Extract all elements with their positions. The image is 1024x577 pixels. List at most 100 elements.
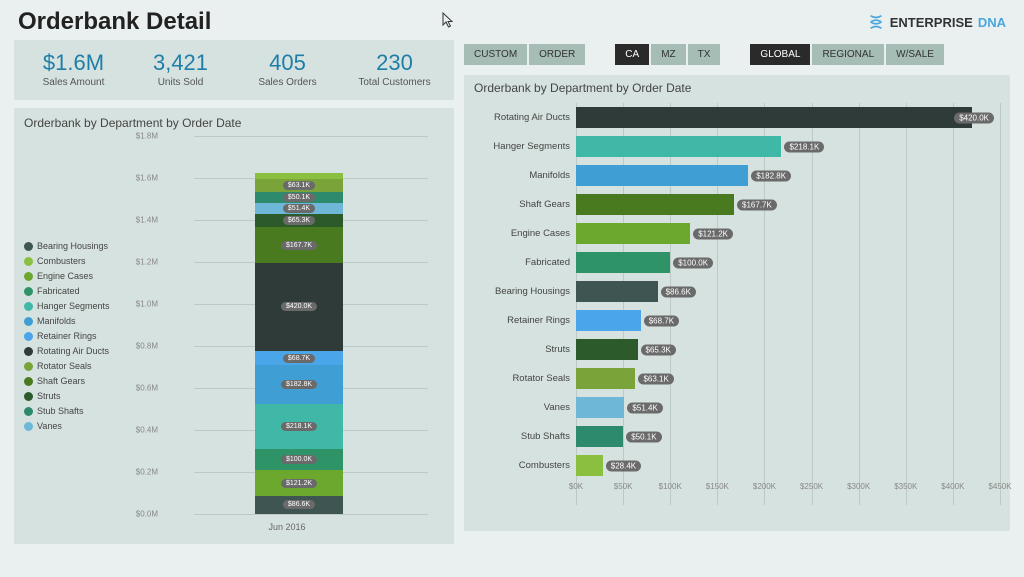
hbar-row[interactable]: Stub Shafts$50.1K — [474, 422, 1000, 451]
filter-button-mz[interactable]: MZ — [651, 44, 685, 65]
legend-item[interactable]: Vanes — [24, 421, 126, 431]
segment-label: $182.8K — [281, 380, 317, 389]
kpi-label: Units Sold — [127, 77, 234, 88]
bar-segment[interactable]: $50.1K — [255, 192, 343, 203]
kpi-value: 3,421 — [127, 50, 234, 76]
y-tick-label: $1.0M — [136, 300, 158, 309]
y-tick-label: $0.2M — [136, 468, 158, 477]
hbar-row[interactable]: Manifolds$182.8K — [474, 161, 1000, 190]
x-tick-label: $250K — [800, 482, 823, 491]
bar-segment[interactable]: $182.8K — [255, 365, 343, 403]
bar-segment[interactable]: $63.1K — [255, 179, 343, 192]
filter-button-regional[interactable]: REGIONAL — [812, 44, 884, 65]
legend-item[interactable]: Rotating Air Ducts — [24, 346, 126, 356]
hbar-row[interactable]: Combusters$28.4K — [474, 451, 1000, 480]
hbar-fill[interactable] — [576, 339, 638, 360]
segment-label: $100.0K — [281, 455, 317, 464]
hbar-track: $100.0K — [576, 252, 1000, 273]
filter-button-order[interactable]: ORDER — [529, 44, 585, 65]
legend-item[interactable]: Fabricated — [24, 286, 126, 296]
x-axis: $0K$50K$100K$150K$200K$250K$300K$350K$40… — [576, 482, 1000, 496]
filter-group: CAMZTX — [615, 44, 720, 65]
hbar-fill[interactable] — [576, 368, 635, 389]
hbar-fill[interactable] — [576, 426, 623, 447]
hbar-label: Rotating Air Ducts — [474, 112, 576, 123]
legend-item[interactable]: Bearing Housings — [24, 241, 126, 251]
legend-item[interactable]: Struts — [24, 391, 126, 401]
x-tick-label: $150K — [706, 482, 729, 491]
bar-segment[interactable]: $167.7K — [255, 227, 343, 262]
kpi-card: $1.6MSales Amount — [20, 50, 127, 88]
legend-item[interactable]: Retainer Rings — [24, 331, 126, 341]
legend-label: Hanger Segments — [37, 301, 110, 311]
hbar-row[interactable]: Vanes$51.4K — [474, 393, 1000, 422]
filter-button-global[interactable]: GLOBAL — [750, 44, 810, 65]
hbar-fill[interactable] — [576, 281, 658, 302]
legend-item[interactable]: Combusters — [24, 256, 126, 266]
legend-item[interactable]: Engine Cases — [24, 271, 126, 281]
legend-item[interactable]: Hanger Segments — [24, 301, 126, 311]
x-tick-label: $450K — [988, 482, 1011, 491]
hbar-row[interactable]: Rotator Seals$63.1K — [474, 364, 1000, 393]
hbar-label: Shaft Gears — [474, 199, 576, 210]
hbar-fill[interactable] — [576, 310, 641, 331]
hbar-fill[interactable] — [576, 223, 690, 244]
hbar-row[interactable]: Shaft Gears$167.7K — [474, 190, 1000, 219]
hbar-fill[interactable] — [576, 107, 972, 128]
hbar-row[interactable]: Struts$65.3K — [474, 335, 1000, 364]
bar-segment[interactable]: $121.2K — [255, 470, 343, 495]
legend-swatch — [24, 347, 33, 356]
hbar-label: Rotator Seals — [474, 373, 576, 384]
bar-segment[interactable]: $86.6K — [255, 496, 343, 514]
bar-segment[interactable]: $65.3K — [255, 214, 343, 228]
legend-item[interactable]: Manifolds — [24, 316, 126, 326]
hbar-fill[interactable] — [576, 194, 734, 215]
segment-label: $420.0K — [281, 302, 317, 311]
legend-label: Manifolds — [37, 316, 76, 326]
hbar-label: Combusters — [474, 460, 576, 471]
kpi-value: 230 — [341, 50, 448, 76]
hbar-fill[interactable] — [576, 136, 781, 157]
hbar-row[interactable]: Retainer Rings$68.7K — [474, 306, 1000, 335]
kpi-card: 3,421Units Sold — [127, 50, 234, 88]
kpi-label: Sales Amount — [20, 77, 127, 88]
legend-item[interactable]: Rotator Seals — [24, 361, 126, 371]
hbar-row[interactable]: Rotating Air Ducts $420.0K — [474, 103, 1000, 132]
bar-segment[interactable]: $218.1K — [255, 404, 343, 450]
bar-segment[interactable]: $420.0K — [255, 263, 343, 351]
filter-button-custom[interactable]: CUSTOM — [464, 44, 527, 65]
hbar-row[interactable]: Engine Cases$121.2K — [474, 219, 1000, 248]
y-tick-label: $0.0M — [136, 510, 158, 519]
bar-segment[interactable]: $51.4K — [255, 203, 343, 214]
hbar-row[interactable]: Hanger Segments$218.1K — [474, 132, 1000, 161]
hbar-fill[interactable] — [576, 455, 603, 476]
hbar-value: $420.0K — [954, 112, 994, 123]
bar-segment[interactable]: $68.7K — [255, 351, 343, 365]
page-title: Orderbank Detail — [18, 8, 211, 36]
hbar-value: $121.2K — [693, 228, 733, 239]
hbar-fill[interactable] — [576, 397, 624, 418]
hbar-value: $68.7K — [644, 315, 679, 326]
x-tick-label: $350K — [894, 482, 917, 491]
bar-segment[interactable] — [255, 173, 343, 179]
hbar-chart-panel: Orderbank by Department by Order Date Ro… — [464, 75, 1010, 531]
filter-button-tx[interactable]: TX — [688, 44, 721, 65]
stacked-bar[interactable]: $86.6K$121.2K $100.0K $218.1K $182.8K $68.7K… — [255, 136, 343, 514]
hbar-row[interactable]: Fabricated$100.0K — [474, 248, 1000, 277]
legend-item[interactable]: Shaft Gears — [24, 376, 126, 386]
filter-group: GLOBALREGIONALW/SALE — [750, 44, 944, 65]
hbar-fill[interactable] — [576, 252, 670, 273]
bar-segment[interactable]: $100.0K — [255, 449, 343, 470]
hbar-row[interactable]: Bearing Housings$86.6K — [474, 277, 1000, 306]
legend-item[interactable]: Stub Shafts — [24, 406, 126, 416]
hbar-label: Manifolds — [474, 170, 576, 181]
gridline — [194, 514, 428, 515]
legend-swatch — [24, 317, 33, 326]
filter-button-w/sale[interactable]: W/SALE — [886, 44, 944, 65]
legend-swatch — [24, 392, 33, 401]
legend-swatch — [24, 362, 33, 371]
hbar-track: $50.1K — [576, 426, 1000, 447]
hbar-fill[interactable] — [576, 165, 748, 186]
hbar-value: $50.1K — [626, 431, 661, 442]
filter-button-ca[interactable]: CA — [615, 44, 649, 65]
